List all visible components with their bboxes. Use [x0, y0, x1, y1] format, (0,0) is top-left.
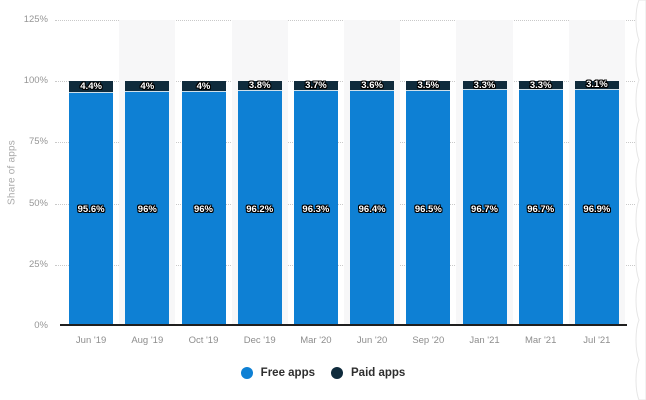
bar-segment-paid-apps-0[interactable]: [69, 81, 114, 92]
bar-label-free-apps: 96.4%: [358, 204, 386, 215]
axis-baseline: [60, 324, 627, 326]
bar-label-free-apps: 96.7%: [471, 204, 498, 215]
x-tick-label-1: Aug '19: [131, 335, 164, 346]
bar-segment-free-apps-5[interactable]: [350, 90, 395, 326]
bar-label-paid-apps: 4%: [140, 80, 155, 92]
x-tick-label-4: Mar '20: [300, 335, 332, 346]
bar-segment-free-apps-4[interactable]: [293, 90, 338, 326]
bar-segment-paid-apps-1[interactable]: [125, 81, 170, 91]
bar-label-paid-apps: 3.6%: [361, 80, 383, 92]
bar-segment-paid-apps-6[interactable]: [406, 81, 451, 90]
bar-label-paid-apps: 3.1%: [586, 79, 608, 91]
bar-label-paid-apps: 3.5%: [417, 79, 440, 91]
x-tick-label-2: Oct '19: [188, 335, 219, 346]
x-tick-label-6: Sep '20: [412, 335, 445, 346]
bar-label-paid-apps: 3.3%: [529, 79, 552, 91]
bar-label-free-apps: 96.3%: [302, 204, 330, 215]
x-tick-label-8: Mar '21: [524, 335, 557, 346]
bar-segment-free-apps-2[interactable]: [181, 90, 226, 326]
bar-segment-free-apps-9[interactable]: [574, 88, 619, 326]
bar-segment-paid-apps-3[interactable]: [237, 81, 282, 91]
bar-label-paid-apps: 4%: [196, 80, 211, 92]
bar-label-free-apps: 96.7%: [527, 204, 555, 215]
bar-label-free-apps: 96.9%: [583, 204, 611, 215]
bar-label-paid-apps: 3.3%: [473, 79, 496, 91]
bar-segment-paid-apps-9[interactable]: [574, 81, 619, 89]
plot-area: 4.4% 95.6% 4% 96% 4% 96% 3.8% 96.2% 3.7% 96.3% 3.6…: [55, 20, 635, 326]
legend-item-paid-apps[interactable]: Paid apps: [331, 367, 405, 379]
legend-item-free-apps[interactable]: Free apps: [240, 367, 315, 379]
x-tick-label-3: Dec '19: [243, 335, 276, 346]
bar-segment-free-apps-0[interactable]: [69, 91, 114, 326]
bar-segment-paid-apps-4[interactable]: [293, 81, 338, 91]
y-tick-label-100%: 100%: [23, 75, 48, 87]
y-tick-label-125%: 125%: [23, 14, 48, 25]
bar-label-free-apps: 96%: [137, 204, 157, 215]
bar-label-paid-apps: 4.4%: [80, 81, 102, 93]
bar-segment-paid-apps-5[interactable]: [350, 81, 395, 90]
legend-label-free-apps: Free apps: [260, 367, 315, 379]
bar-segment-paid-apps-8[interactable]: [518, 81, 563, 90]
y-tick-label-25%: 25%: [28, 258, 48, 270]
bar-segment-paid-apps-2[interactable]: [181, 81, 226, 91]
x-tick-label-9: Jul '21: [583, 335, 611, 346]
bar-segment-free-apps-7[interactable]: [462, 89, 507, 326]
x-tick-label-5: Jun '20: [356, 335, 388, 346]
legend: Free apps Paid apps: [0, 367, 646, 379]
y-tick-label-50%: 50%: [28, 197, 48, 209]
x-tick-label-7: Jan '21: [469, 335, 500, 346]
bar-segment-free-apps-3[interactable]: [237, 90, 282, 326]
bar-label-paid-apps: 3.7%: [305, 80, 327, 92]
bar-segment-free-apps-8[interactable]: [518, 89, 563, 326]
bar-label-paid-apps: 3.8%: [248, 80, 271, 92]
y-axis-title: Share of apps: [6, 140, 18, 205]
bar-label-free-apps: 96.5%: [414, 204, 442, 215]
y-tick-label-0%: 0%: [34, 320, 48, 331]
bar-segment-free-apps-1[interactable]: [125, 90, 170, 326]
bar-segment-free-apps-6[interactable]: [406, 89, 451, 326]
y-tick-label-75%: 75%: [28, 136, 48, 148]
legend-dot-free-apps-icon: [240, 367, 253, 379]
bar-label-free-apps: 96%: [193, 204, 213, 215]
x-tick-label-0: Jun '19: [75, 335, 107, 346]
legend-label-paid-apps: Paid apps: [351, 367, 406, 379]
page-curl-edge: [635, 0, 646, 400]
bar-segment-paid-apps-7[interactable]: [462, 81, 507, 90]
bar-label-free-apps: 96.2%: [246, 204, 274, 215]
bar-label-free-apps: 95.6%: [77, 204, 105, 215]
legend-dot-paid-apps-icon: [331, 367, 343, 379]
